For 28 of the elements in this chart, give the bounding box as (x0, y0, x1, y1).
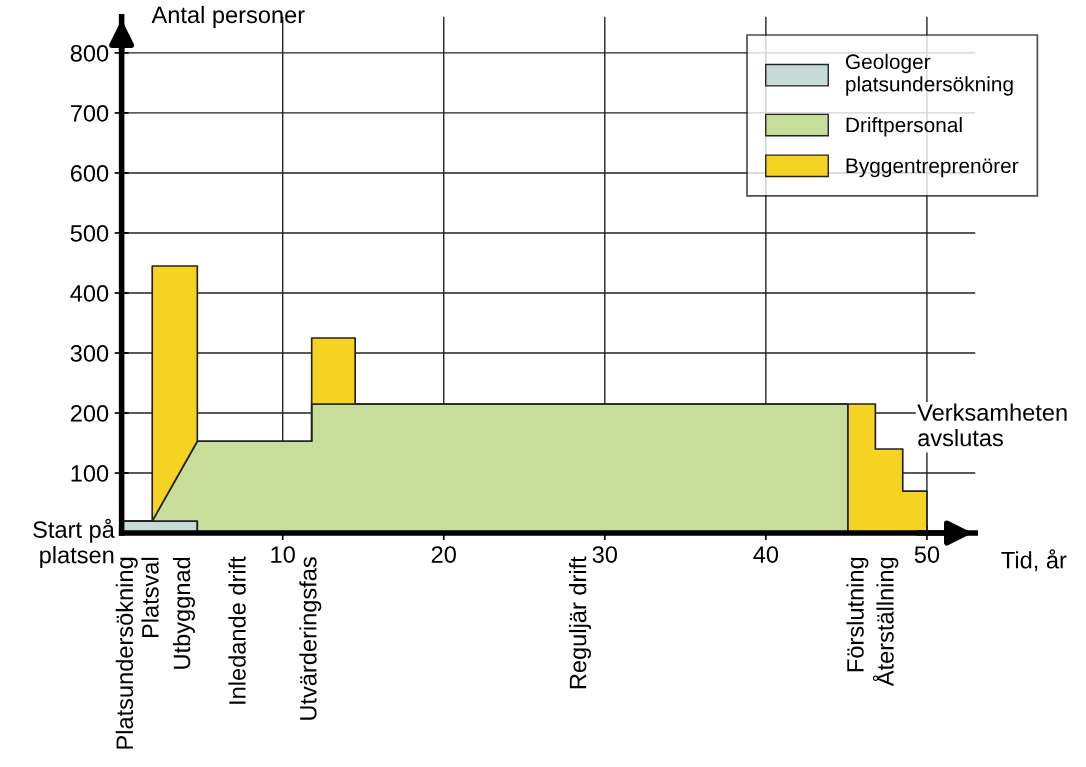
text: Start på platsen (33, 518, 115, 569)
x-tick-label: 50 (914, 546, 940, 563)
text: Platsundersökning (115, 557, 138, 749)
text: Återställning (872, 557, 899, 687)
y-tick-label: 400 (70, 285, 109, 302)
text: Platsval (141, 557, 159, 638)
legend-label: Geologer platsundersökning (845, 53, 1013, 96)
legend-label: Driftpersonal (846, 117, 962, 137)
text: Inledande drift (228, 556, 246, 704)
y-tick-label: 600 (70, 165, 109, 182)
text: Reguljär drift (569, 556, 592, 689)
y-tick-label: 300 (70, 345, 109, 362)
text: Förslutning (846, 557, 869, 672)
y-tick-label: 200 (70, 405, 109, 422)
text: Utvärderingsfas (299, 557, 322, 720)
annotation: Verksamheten avslutas (917, 403, 1067, 447)
y-tick-label: 700 (70, 104, 109, 122)
x-tick-label: 20 (431, 546, 456, 563)
y-tick-label: 500 (70, 225, 109, 242)
x-tick-label: 40 (753, 546, 779, 563)
text: Utbyggnad (172, 557, 195, 669)
x-tick-label: 10 (271, 546, 295, 563)
x-axis-title: Tid, år (1001, 549, 1067, 572)
x-tick-label: 30 (592, 546, 618, 563)
y-tick-label: 800 (70, 44, 109, 62)
legend-label: Byggentreprenörer (846, 158, 1019, 178)
y-tick-label: 100 (71, 465, 109, 482)
y-axis-title: Antal personer (151, 5, 305, 28)
